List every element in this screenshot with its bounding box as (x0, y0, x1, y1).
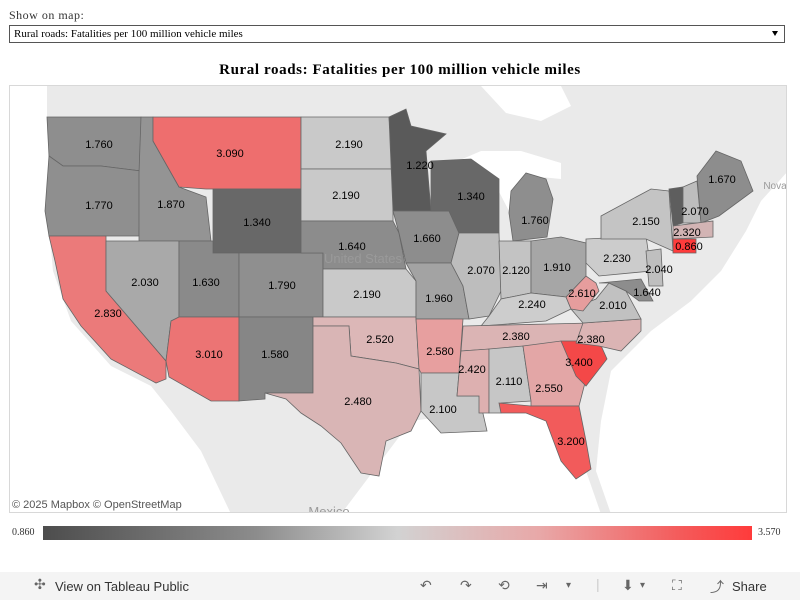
map-attribution[interactable]: © 2025 Mapbox © OpenStreetMap (12, 499, 182, 511)
measure-dropdown[interactable]: Rural roads: Fatalities per 100 million … (9, 25, 785, 43)
pacific-ocean (10, 86, 231, 512)
value-label-MT: 3.090 (216, 148, 244, 160)
revert-icon[interactable]: ⟲ (498, 577, 510, 593)
value-label-SC: 3.400 (565, 357, 593, 369)
value-label-KY: 2.240 (518, 299, 546, 311)
value-label-VA: 2.010 (599, 300, 627, 312)
value-label-MN: 1.220 (406, 160, 434, 172)
value-label-ID: 1.870 (157, 199, 185, 211)
state-MD[interactable] (598, 278, 654, 302)
state-FL[interactable] (498, 402, 592, 480)
country-label-mexico: Mexico (308, 504, 349, 513)
undo-icon[interactable]: ↶ (420, 577, 432, 593)
legend-min-label: 0.860 (12, 527, 35, 538)
chevron-down-icon (772, 31, 778, 36)
toolbar-divider: | (596, 576, 600, 592)
value-label-CO: 1.790 (268, 280, 296, 292)
gulf-of-mexico (342, 413, 601, 512)
map-svg: United States Mexico Nova 1.760 1.770 2.… (10, 86, 787, 513)
state-NJ[interactable] (645, 248, 664, 287)
value-label-IA: 1.660 (413, 233, 441, 245)
value-label-ME: 1.670 (708, 174, 736, 186)
choropleth-map[interactable]: United States Mexico Nova 1.760 1.770 2.… (9, 85, 787, 513)
value-label-NC: 2.380 (577, 334, 605, 346)
country-label-us: United States (324, 251, 403, 266)
value-label-NY: 2.150 (632, 216, 660, 228)
value-label-AL: 2.110 (496, 376, 523, 388)
value-label-VT: 2.070 (681, 206, 709, 218)
download-icon[interactable]: ⬇ (622, 577, 634, 593)
value-label-WI: 1.340 (457, 191, 485, 203)
tableau-logo-icon[interactable]: ✣ (34, 576, 46, 592)
tableau-toolbar: ✣ View on Tableau Public ↶ ↷ ⟲ ⇥ ▾ | ⬇ ▾… (0, 572, 800, 600)
value-label-TN: 2.380 (502, 331, 530, 343)
value-label-LA: 2.100 (429, 404, 457, 416)
state-MA[interactable] (672, 220, 714, 240)
value-label-OR: 1.770 (85, 200, 113, 212)
fullscreen-icon[interactable]: ⛶ (672, 577, 682, 593)
value-label-NM: 1.580 (261, 349, 289, 361)
value-label-MS: 2.420 (458, 364, 486, 376)
value-label-WV: 2.610 (568, 288, 596, 300)
value-label-KS: 2.190 (353, 289, 381, 301)
refresh-menu-chevron-icon[interactable]: ▾ (566, 580, 572, 591)
value-label-OK: 2.520 (366, 334, 394, 346)
value-label-UT: 1.630 (192, 277, 220, 289)
state-CT[interactable] (672, 238, 697, 254)
value-label-TX: 2.480 (344, 396, 372, 408)
value-label-NE: 1.640 (338, 241, 366, 253)
value-label-IL: 2.070 (467, 265, 495, 277)
value-label-ND: 2.190 (335, 139, 363, 151)
value-label-MI: 1.760 (521, 215, 549, 227)
value-label-SD: 2.190 (332, 190, 360, 202)
value-label-MA: 2.320 (673, 227, 701, 239)
value-label-IN: 2.120 (502, 265, 530, 277)
value-label-GA: 2.550 (535, 383, 563, 395)
filter-label: Show on map: (9, 8, 85, 22)
state-MI[interactable] (508, 172, 554, 242)
value-label-AR: 2.580 (426, 346, 454, 358)
share-button[interactable]: Share (732, 579, 767, 594)
value-label-CA: 2.830 (94, 308, 122, 320)
value-label-AZ: 3.010 (195, 349, 223, 361)
region-label-nova: Nova (763, 181, 787, 192)
share-icon[interactable]: ⤴ (710, 579, 724, 595)
value-label-FL: 3.200 (557, 436, 585, 448)
map-title: Rural roads: Fatalities per 100 million … (219, 62, 581, 78)
value-label-MO: 1.960 (425, 293, 453, 305)
state-WV[interactable] (565, 275, 600, 312)
great-lakes (446, 151, 561, 241)
value-label-NJ: 2.040 (645, 264, 673, 276)
value-label-CT: 0.860 (675, 241, 703, 253)
value-label-MD: 1.640 (633, 287, 661, 299)
value-label-OH: 1.910 (543, 262, 571, 274)
state-TX[interactable] (264, 325, 422, 477)
view-on-tableau-link[interactable]: View on Tableau Public (55, 579, 189, 594)
download-menu-chevron-icon[interactable]: ▾ (640, 580, 646, 591)
value-label-NV: 2.030 (131, 277, 159, 289)
value-label-PA: 2.230 (603, 253, 631, 265)
measure-dropdown-value: Rural roads: Fatalities per 100 million … (14, 28, 243, 40)
legend-max-label: 3.570 (758, 527, 781, 538)
atlantic-ocean (596, 173, 786, 512)
value-label-WA: 1.760 (85, 139, 113, 151)
hudson-bay (481, 86, 571, 121)
redo-icon[interactable]: ↷ (460, 577, 472, 593)
value-label-WY: 1.340 (243, 217, 271, 229)
color-legend-bar (43, 526, 752, 540)
refresh-icon[interactable]: ⇥ (536, 577, 548, 593)
